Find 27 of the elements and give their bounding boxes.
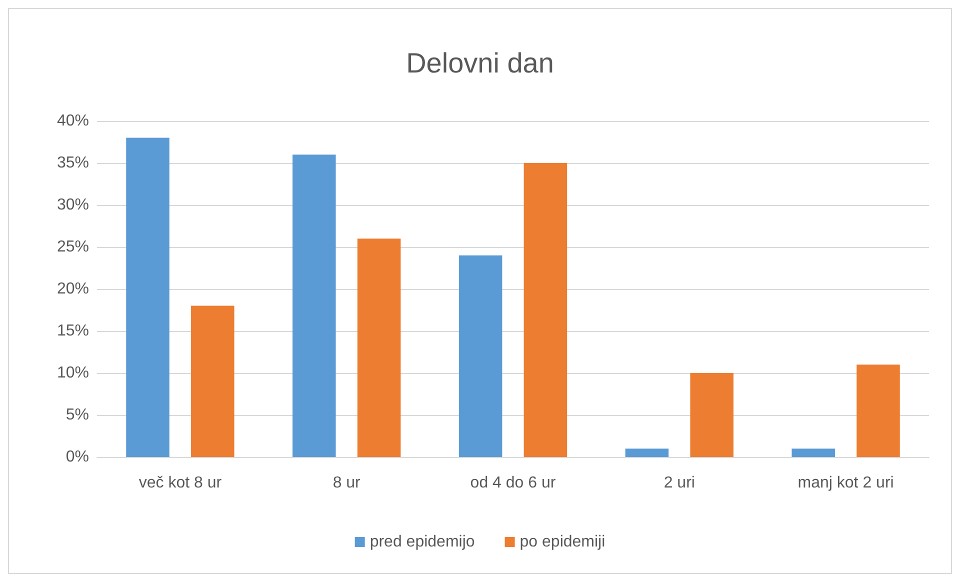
bar (126, 138, 170, 457)
bar (625, 448, 669, 457)
x-tick-label: 8 ur (332, 474, 362, 492)
bar (856, 364, 900, 457)
bar (357, 238, 401, 457)
y-tick-label: 40% (56, 112, 89, 130)
x-tick-label: od 4 do 6 ur (470, 474, 556, 492)
bar (792, 448, 835, 457)
x-tick-label: 2 uri (664, 474, 695, 492)
chart-title: Delovni dan (406, 48, 554, 78)
x-tick-label: več kot 8 ur (138, 474, 222, 492)
legend-label: po epidemiji (520, 534, 606, 550)
y-tick-label: 15% (56, 322, 89, 340)
y-tick-label: 0% (66, 448, 89, 466)
y-tick-label: 25% (56, 238, 89, 256)
bar (191, 306, 234, 457)
y-tick-label: 5% (66, 406, 89, 424)
x-tick-label: manj kot 2 uri (798, 474, 894, 492)
bar (524, 163, 568, 457)
y-tick-label: 30% (56, 196, 89, 214)
bar (690, 373, 734, 457)
legend-label: pred epidemijo (370, 534, 475, 550)
bar (292, 154, 336, 457)
y-tick-label: 35% (56, 154, 89, 172)
bar (458, 255, 502, 457)
y-tick-label: 20% (56, 280, 89, 298)
y-tick-label: 10% (56, 364, 89, 382)
